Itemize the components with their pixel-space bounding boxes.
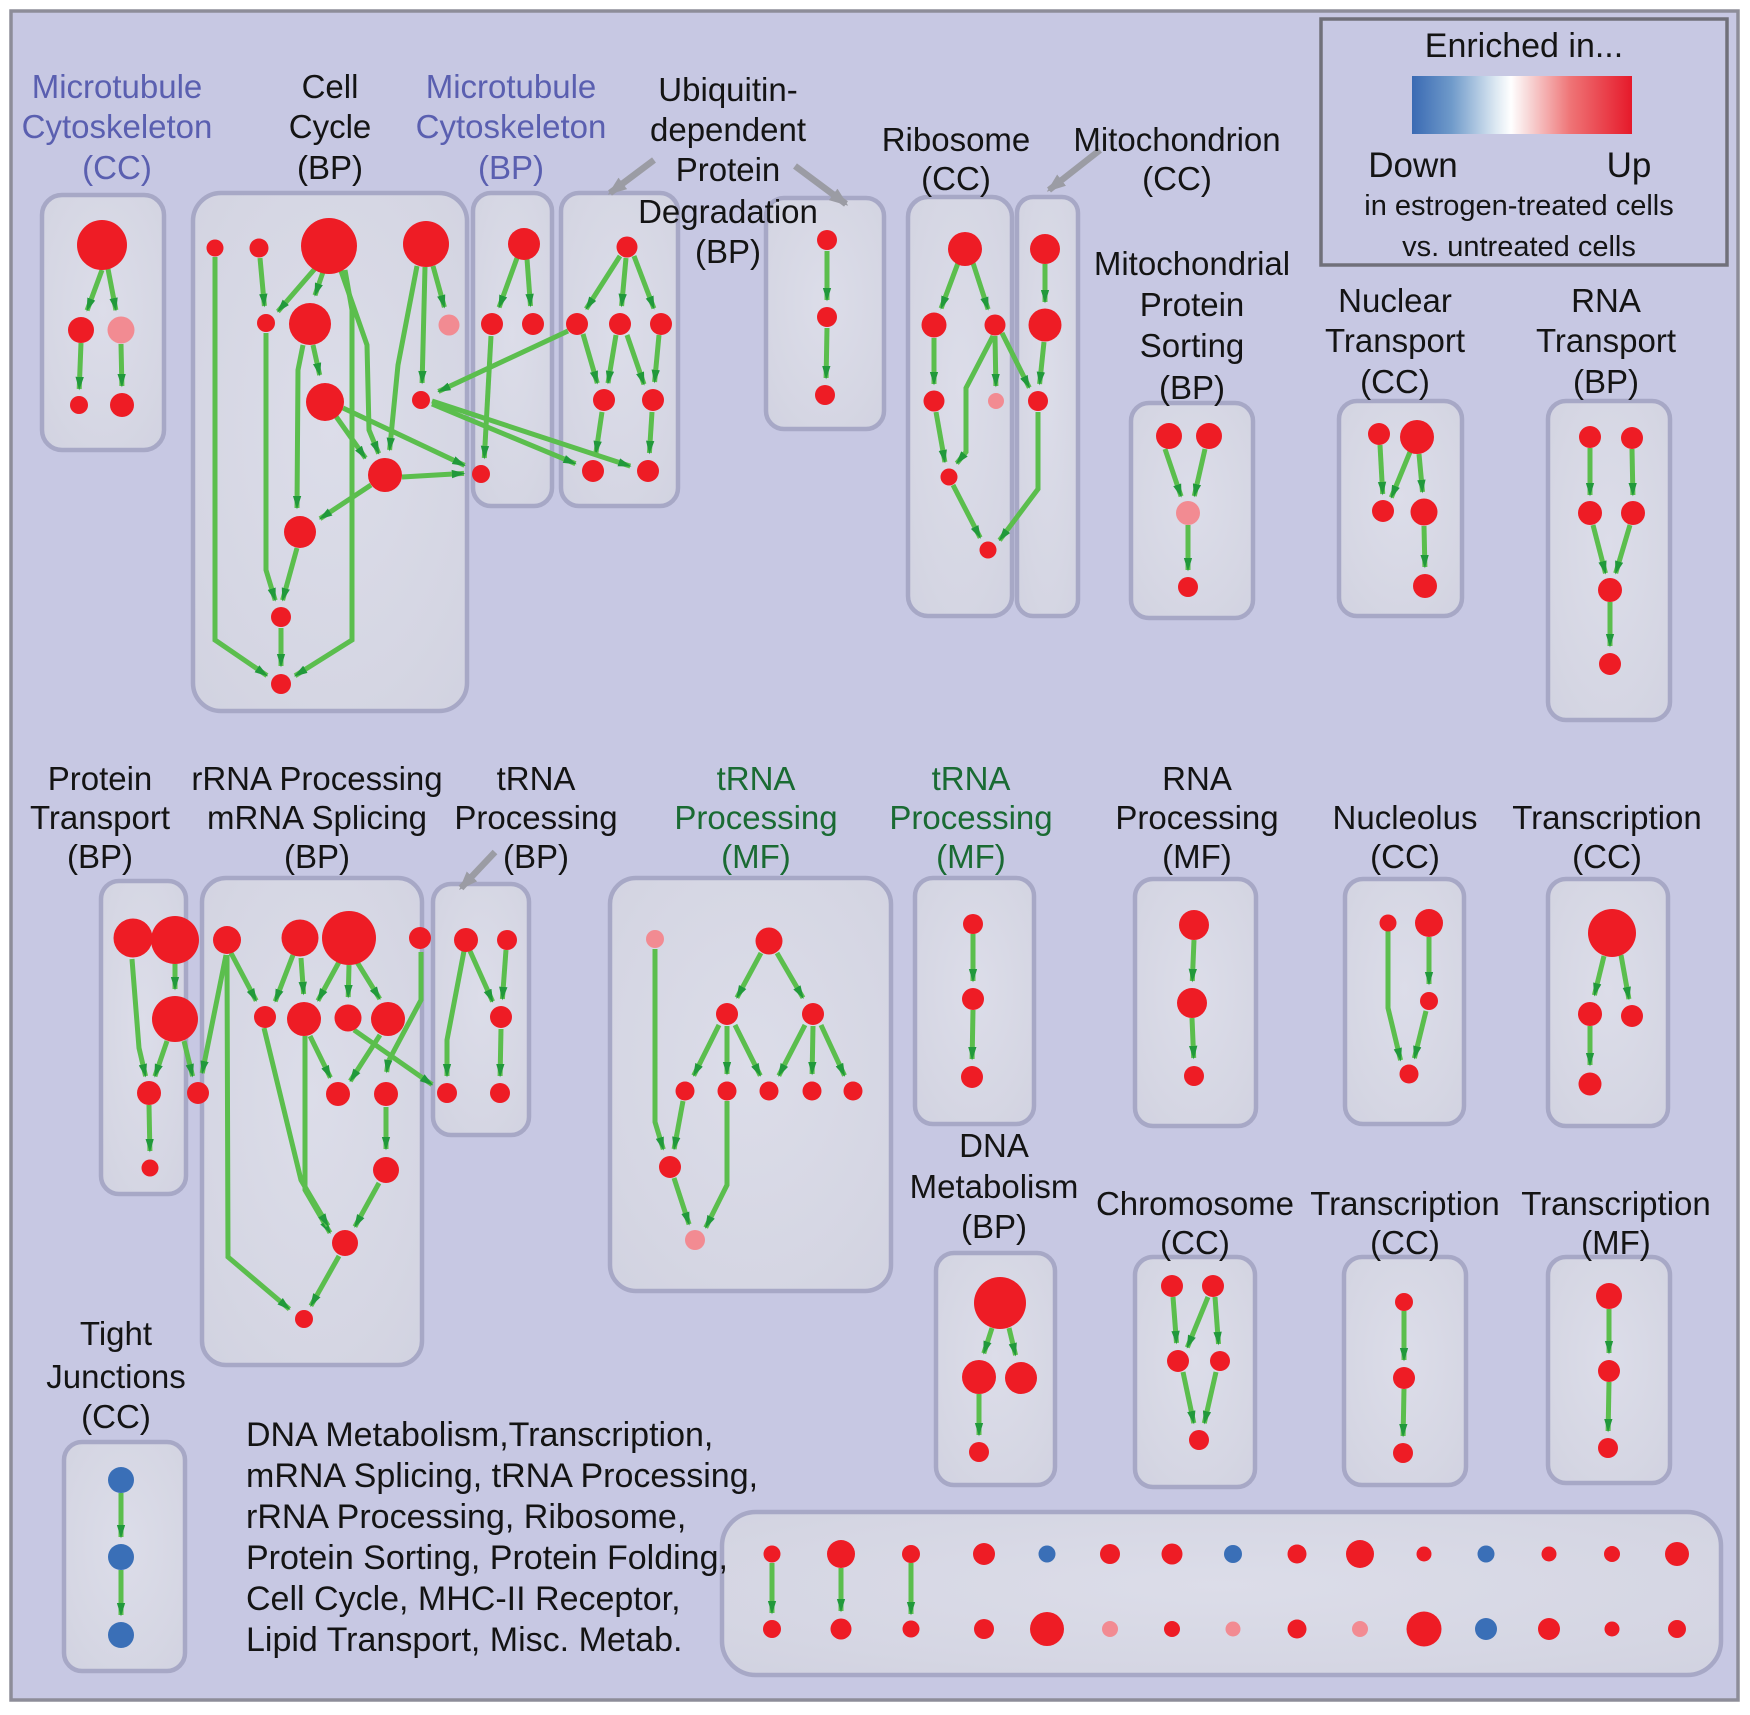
svg-text:dependent: dependent <box>650 111 806 148</box>
svg-text:rRNA Processing, Ribosome,: rRNA Processing, Ribosome, <box>246 1498 686 1536</box>
svg-text:(CC): (CC) <box>1360 363 1430 400</box>
svg-text:(BP): (BP) <box>478 149 544 186</box>
svg-text:(BP): (BP) <box>503 838 569 875</box>
svg-text:Transcription: Transcription <box>1512 799 1702 836</box>
svg-text:Processing: Processing <box>889 799 1052 836</box>
svg-text:Processing: Processing <box>454 799 617 836</box>
svg-text:(CC): (CC) <box>1572 838 1642 875</box>
svg-text:(CC): (CC) <box>921 160 991 197</box>
svg-text:Junctions: Junctions <box>46 1358 185 1395</box>
svg-text:Cell: Cell <box>302 68 359 105</box>
svg-text:vs. untreated cells: vs. untreated cells <box>1402 231 1636 263</box>
svg-text:Microtubule: Microtubule <box>426 68 597 105</box>
svg-text:Lipid Transport, Misc. Metab.: Lipid Transport, Misc. Metab. <box>246 1621 683 1659</box>
svg-text:Cell Cycle, MHC-II Receptor,: Cell Cycle, MHC-II Receptor, <box>246 1580 681 1618</box>
svg-text:Down: Down <box>1368 146 1457 185</box>
svg-text:tRNA: tRNA <box>932 760 1011 797</box>
svg-text:Cytoskeleton: Cytoskeleton <box>416 108 607 145</box>
svg-text:mRNA Splicing: mRNA Splicing <box>207 799 427 836</box>
svg-text:Metabolism: Metabolism <box>910 1168 1079 1205</box>
svg-text:(BP): (BP) <box>1573 363 1639 400</box>
svg-text:Ribosome: Ribosome <box>882 121 1031 158</box>
svg-text:(BP): (BP) <box>961 1208 1027 1245</box>
svg-text:Degradation: Degradation <box>638 193 818 230</box>
svg-text:Transport: Transport <box>1536 322 1676 359</box>
svg-text:in estrogen-treated cells: in estrogen-treated cells <box>1364 190 1674 222</box>
svg-text:tRNA: tRNA <box>497 760 576 797</box>
svg-text:(MF): (MF) <box>721 838 791 875</box>
svg-text:(CC): (CC) <box>82 149 152 186</box>
svg-text:Protein: Protein <box>48 760 153 797</box>
svg-text:Protein: Protein <box>676 151 781 188</box>
svg-text:(BP): (BP) <box>695 233 761 270</box>
svg-text:Enriched in...: Enriched in... <box>1425 27 1623 65</box>
svg-text:Nuclear: Nuclear <box>1338 282 1452 319</box>
svg-text:Tight: Tight <box>80 1315 152 1352</box>
svg-text:Transcription: Transcription <box>1521 1185 1711 1222</box>
svg-text:(MF): (MF) <box>936 838 1006 875</box>
svg-text:(CC): (CC) <box>1142 160 1212 197</box>
svg-text:(MF): (MF) <box>1162 838 1232 875</box>
svg-text:Chromosome: Chromosome <box>1096 1185 1294 1222</box>
svg-text:tRNA: tRNA <box>717 760 796 797</box>
svg-text:Mitochondrial: Mitochondrial <box>1094 245 1290 282</box>
svg-text:Protein Sorting, Protein Foldi: Protein Sorting, Protein Folding, <box>246 1539 728 1577</box>
svg-text:rRNA Processing: rRNA Processing <box>191 760 442 797</box>
svg-text:(BP): (BP) <box>297 149 363 186</box>
svg-text:Nucleolus: Nucleolus <box>1333 799 1478 836</box>
svg-text:DNA: DNA <box>959 1127 1029 1164</box>
svg-text:RNA: RNA <box>1571 282 1641 319</box>
svg-text:(BP): (BP) <box>284 838 350 875</box>
svg-text:Mitochondrion: Mitochondrion <box>1073 121 1280 158</box>
svg-text:Up: Up <box>1607 146 1652 185</box>
svg-text:(CC): (CC) <box>1160 1224 1230 1261</box>
svg-text:mRNA Splicing, tRNA Processing: mRNA Splicing, tRNA Processing, <box>246 1457 758 1495</box>
svg-text:(MF): (MF) <box>1581 1224 1651 1261</box>
svg-text:(BP): (BP) <box>67 838 133 875</box>
svg-text:Transport: Transport <box>30 799 170 836</box>
svg-text:(CC): (CC) <box>81 1398 151 1435</box>
svg-text:Sorting: Sorting <box>1140 327 1245 364</box>
svg-text:Protein: Protein <box>1140 286 1245 323</box>
svg-text:(BP): (BP) <box>1159 369 1225 406</box>
svg-text:Processing: Processing <box>674 799 837 836</box>
svg-text:Cytoskeleton: Cytoskeleton <box>22 108 213 145</box>
svg-text:Transport: Transport <box>1325 322 1465 359</box>
svg-text:Ubiquitin-: Ubiquitin- <box>658 71 797 108</box>
svg-text:Processing: Processing <box>1115 799 1278 836</box>
svg-text:(CC): (CC) <box>1370 1224 1440 1261</box>
svg-text:Transcription: Transcription <box>1310 1185 1500 1222</box>
svg-text:RNA: RNA <box>1162 760 1232 797</box>
svg-text:(CC): (CC) <box>1370 838 1440 875</box>
svg-text:Microtubule: Microtubule <box>32 68 203 105</box>
svg-text:Cycle: Cycle <box>289 108 372 145</box>
svg-text:DNA Metabolism,Transcription,: DNA Metabolism,Transcription, <box>246 1416 713 1454</box>
